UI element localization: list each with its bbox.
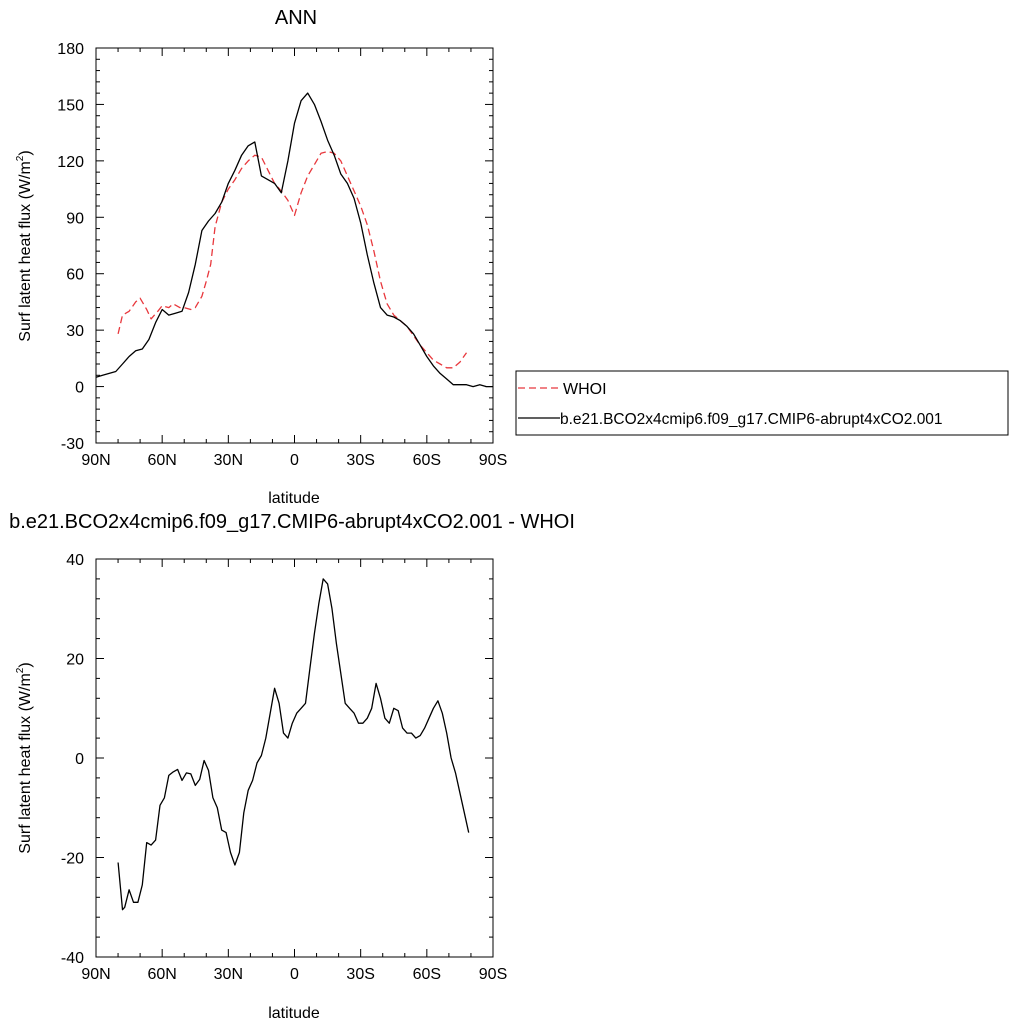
top-x-tick-label: 60N bbox=[147, 452, 176, 469]
bottom-x-axis-title: latitude bbox=[268, 1005, 320, 1022]
bottom-x-tick-label: 30N bbox=[214, 966, 243, 983]
top-y-tick-label: 150 bbox=[57, 97, 84, 114]
bottom-x-tick-label: 60N bbox=[147, 966, 176, 983]
top-x-tick-label: 90N bbox=[81, 452, 110, 469]
top-y-tick-label: 60 bbox=[66, 267, 84, 284]
legend-label-whoi: WHOI bbox=[563, 381, 607, 398]
bottom-x-tick-label: 0 bbox=[290, 966, 299, 983]
bottom-x-tick-label: 30S bbox=[346, 966, 374, 983]
top-x-axis-title: latitude bbox=[268, 490, 320, 507]
top-x-tick-label: 30N bbox=[214, 452, 243, 469]
top-y-tick-label: 180 bbox=[57, 41, 84, 58]
top-y-axis-title: Surf latent heat flux (W/m2) bbox=[15, 150, 34, 341]
bottom-series-model-line bbox=[117, 578, 470, 911]
bottom-y-tick-label: -40 bbox=[61, 950, 84, 967]
top-y-tick-label: 30 bbox=[66, 323, 84, 340]
top-x-tick-label: 90S bbox=[479, 452, 507, 469]
bottom-y-tick-label: 20 bbox=[66, 652, 84, 669]
bottom-x-tick-label: 60S bbox=[413, 966, 441, 983]
bottom-chart-title: b.e21.BCO2x4cmip6.f09_g17.CMIP6-abrupt4x… bbox=[9, 511, 575, 533]
top-plot-frame bbox=[95, 47, 494, 444]
top-y-tick-label: -30 bbox=[61, 436, 84, 453]
bottom-plot-frame bbox=[95, 558, 494, 958]
bottom-x-tick-label: 90N bbox=[81, 966, 110, 983]
top-series-model-line bbox=[95, 92, 493, 388]
top-y-tick-label: 120 bbox=[57, 154, 84, 171]
top-ticks: 90N 60N 30N 0 30S 60S 90S -30 0 30 60 90 120 150 180 bbox=[57, 41, 507, 469]
bottom-y-axis-title: Surf latent heat flux (W/m2) bbox=[15, 662, 34, 853]
top-x-tick-label: 0 bbox=[290, 452, 299, 469]
top-x-tick-label: 60S bbox=[413, 452, 441, 469]
top-y-tick-label: 0 bbox=[75, 380, 84, 397]
top-chart-title: ANN bbox=[275, 7, 317, 29]
bottom-x-tick-label: 90S bbox=[479, 966, 507, 983]
bottom-y-tick-label: 40 bbox=[66, 552, 84, 569]
top-panel: ANN 90N 60N 30N 0 30S 60S 90S -30 0 30 60 90 120 150 1… bbox=[15, 7, 1009, 507]
legend-box bbox=[515, 370, 1009, 436]
legend-label-model: b.e21.BCO2x4cmip6.f09_g17.CMIP6-abrupt4x… bbox=[560, 411, 943, 428]
bottom-y-tick-label: -20 bbox=[61, 851, 84, 868]
top-y-tick-label: 90 bbox=[66, 210, 84, 227]
bottom-panel: b.e21.BCO2x4cmip6.f09_g17.CMIP6-abrupt4x… bbox=[9, 511, 575, 1022]
top-x-tick-label: 30S bbox=[346, 452, 374, 469]
bottom-ticks: 90N 60N 30N 0 30S 60S 90S -40 -20 0 20 40 bbox=[61, 552, 507, 983]
bottom-y-tick-label: 0 bbox=[75, 751, 84, 768]
legend: WHOI b.e21.BCO2x4cmip6.f09_g17.CMIP6-abr… bbox=[515, 370, 1009, 436]
